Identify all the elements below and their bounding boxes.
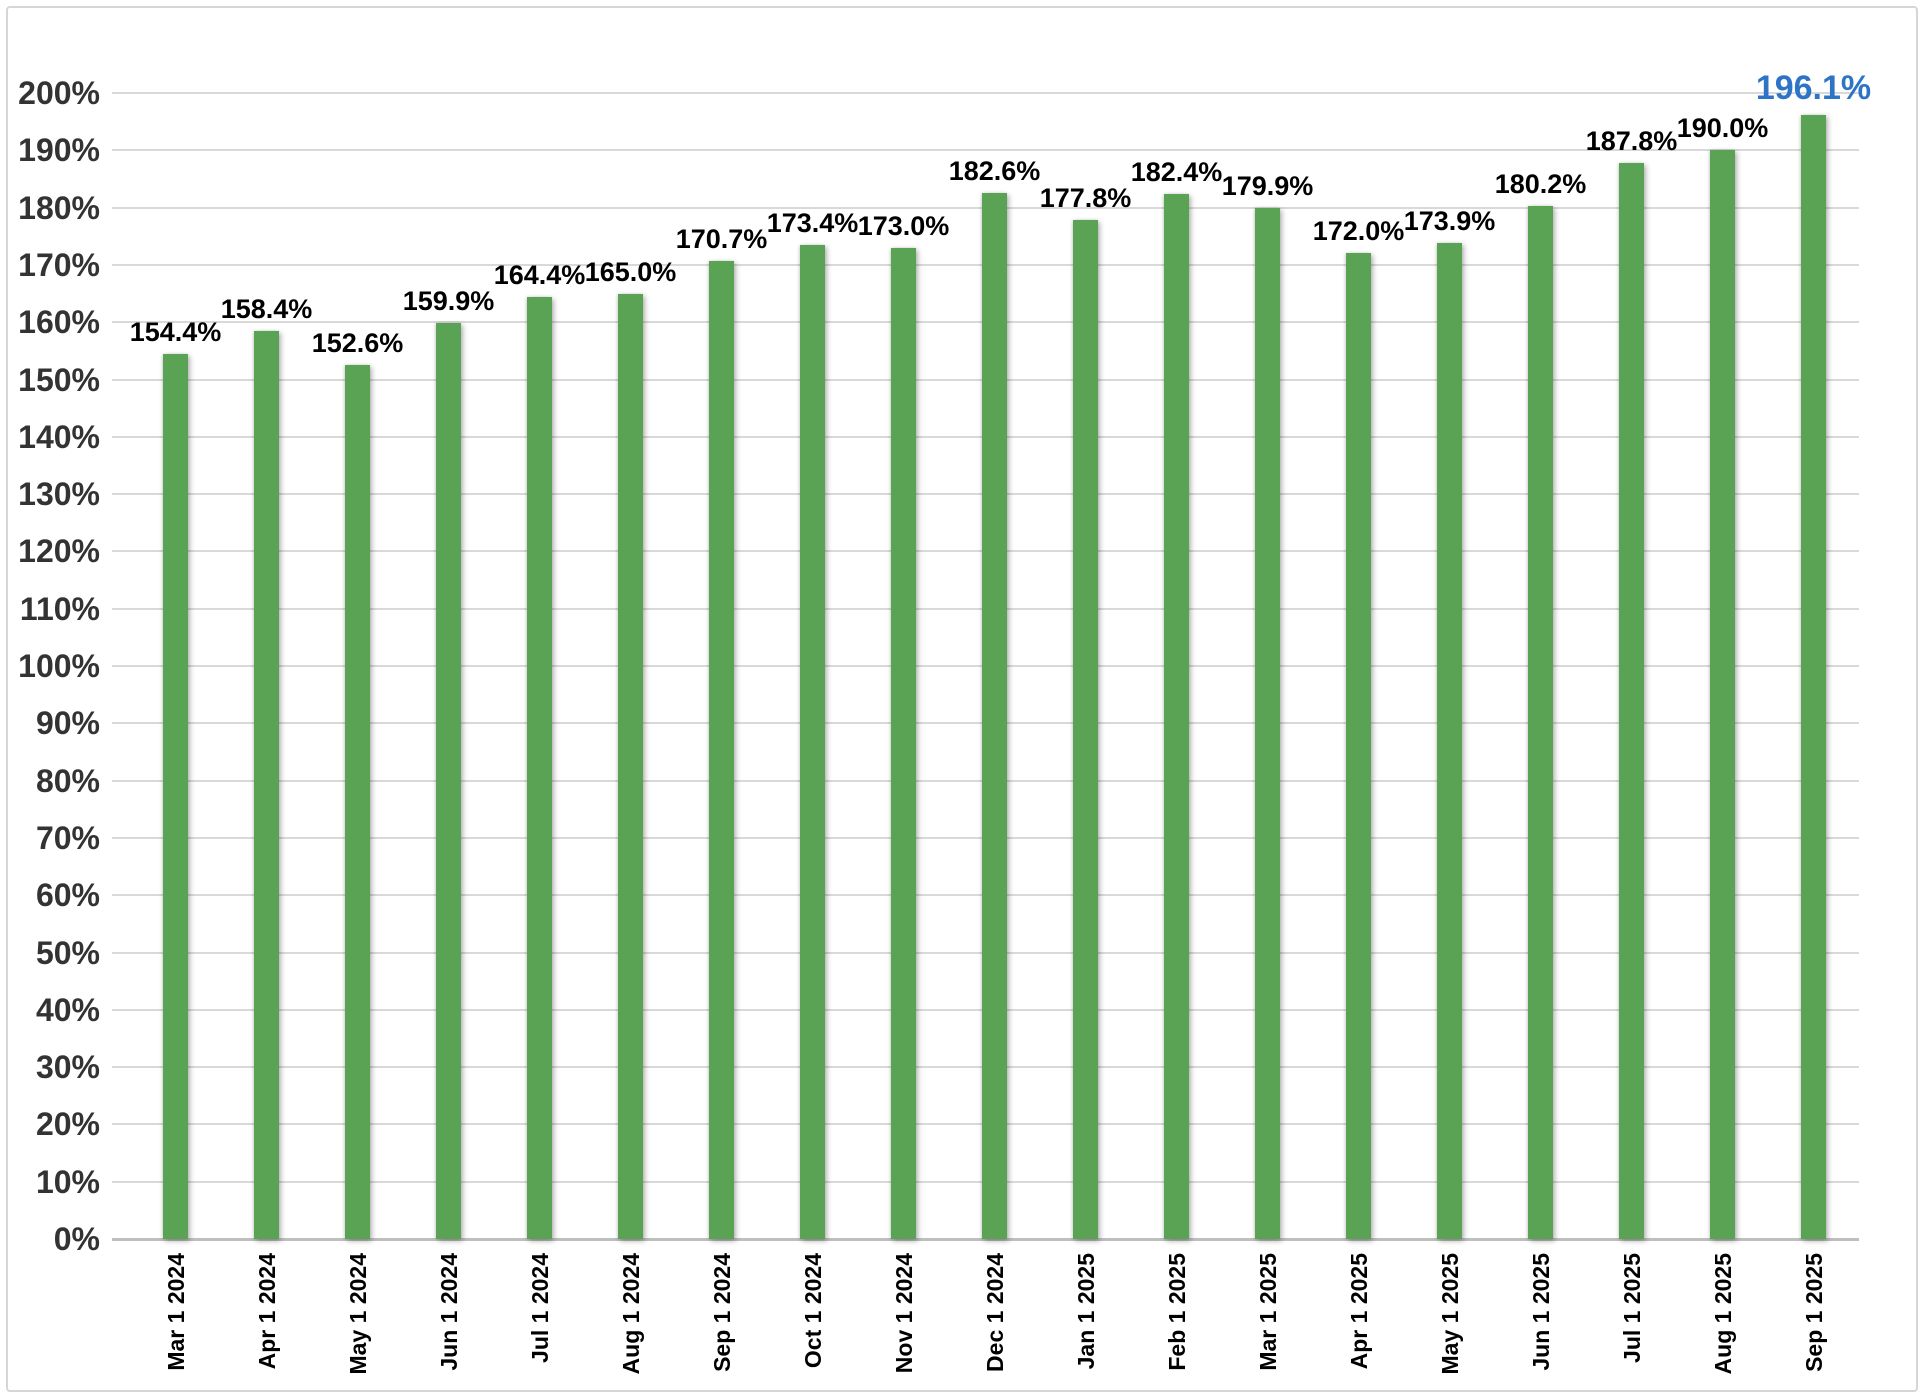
x-axis-category-label-text: Apr 1 2024 [253,1253,280,1370]
gridline [112,92,1859,94]
bar-value-label: 177.8% [1039,183,1132,214]
bar-value-label: 159.9% [402,285,495,316]
bar-value-label: 173.0% [857,210,950,241]
bar [1073,220,1098,1239]
y-axis-tick-label: 20% [35,1106,100,1143]
y-axis-tick-label: 30% [35,1049,100,1086]
y-axis-tick-label: 110% [19,590,100,627]
bar-value-label: 152.6% [311,327,404,358]
x-axis-category-label-text: Jul 1 2024 [526,1253,553,1363]
bar [800,245,825,1239]
bar-value-label: 173.9% [1403,205,1496,236]
bar [345,364,370,1239]
bar-value-label: 180.2% [1494,169,1587,200]
y-axis-tick-label: 150% [18,361,100,398]
bar-value-label-highlighted: 196.1% [1755,69,1872,108]
bar-value-label: 182.4% [1130,156,1223,187]
bar [1801,115,1826,1239]
bar-value-label: 164.4% [493,259,586,290]
x-axis-category-label-text: Jun 1 2025 [1527,1253,1554,1371]
bar [1255,208,1280,1239]
bar [527,296,552,1239]
gridline [112,149,1859,152]
bar [618,293,643,1239]
y-axis-tick-label: 200% [18,75,100,111]
bar [436,322,461,1239]
x-axis-category-label-text: May 1 2024 [344,1253,371,1375]
y-axis-tick-label: 190% [18,132,100,169]
bar-value-label: 187.8% [1585,125,1678,156]
y-axis-tick-label: 80% [35,762,100,799]
bar-value-label: 165.0% [584,256,677,287]
bar-value-label: 190.0% [1676,113,1769,144]
x-axis-category-label-text: May 1 2025 [1436,1253,1463,1375]
bar-value-label: 182.6% [948,155,1041,186]
x-axis-category-label-text: Sep 1 2024 [708,1253,735,1372]
chart-area-border [6,6,1918,1392]
bar-value-label: 172.0% [1312,216,1405,247]
y-axis-tick-label: 140% [18,418,100,455]
x-axis-category-label-text: Feb 1 2025 [1163,1253,1190,1371]
bar [982,192,1007,1239]
y-axis-tick-label: 120% [18,533,100,570]
bar [1528,206,1553,1239]
y-axis-tick-label: 180% [18,189,100,226]
bar [1437,242,1462,1239]
bar-value-label: 173.4% [766,208,859,239]
y-axis-tick-label: 40% [35,991,100,1028]
x-axis-category-label-text: Aug 1 2025 [1709,1253,1736,1375]
bar [1346,253,1371,1239]
x-axis-line [112,1238,1859,1241]
y-axis-tick-label: 170% [18,246,100,283]
bar [1710,150,1735,1239]
bar-value-label: 154.4% [129,317,222,348]
bar [709,260,734,1239]
bar [163,354,188,1239]
x-axis-category-label-text: Jul 1 2025 [1618,1253,1645,1363]
y-axis-tick-label: 70% [35,819,100,856]
bar [254,331,279,1239]
y-axis-tick-label: 90% [35,705,100,742]
bar [1619,162,1644,1239]
bar-value-label: 158.4% [220,294,313,325]
x-axis-category-label-text: Jun 1 2024 [435,1253,462,1371]
y-axis-tick-label: 130% [18,476,100,513]
y-axis-tick-label: 60% [35,877,100,914]
x-axis-category-label-text: Mar 1 2024 [162,1253,189,1371]
x-axis-category-label-text: Dec 1 2024 [981,1253,1008,1372]
x-axis-category-label-text: Aug 1 2024 [617,1253,644,1375]
y-axis-tick-label: 0% [53,1221,100,1257]
x-axis-category-label-text: Sep 1 2025 [1800,1253,1827,1372]
y-axis-tick-label: 160% [18,304,100,341]
x-axis-category-label-text: Apr 1 2025 [1345,1253,1372,1370]
x-axis-category-label-text: Nov 1 2024 [890,1253,917,1374]
bar-value-label: 179.9% [1221,171,1314,202]
bar-value-label: 170.7% [675,223,768,254]
x-axis-category-label-text: Oct 1 2024 [799,1253,826,1369]
y-axis-tick-label: 10% [35,1163,100,1200]
y-axis-tick-label: 100% [18,648,100,684]
x-axis-category-label-text: Mar 1 2025 [1254,1253,1281,1371]
y-axis-tick-label: 50% [35,934,100,971]
bar [891,247,916,1239]
x-axis-category-label-text: Jan 1 2025 [1072,1253,1099,1370]
bar [1164,193,1189,1239]
